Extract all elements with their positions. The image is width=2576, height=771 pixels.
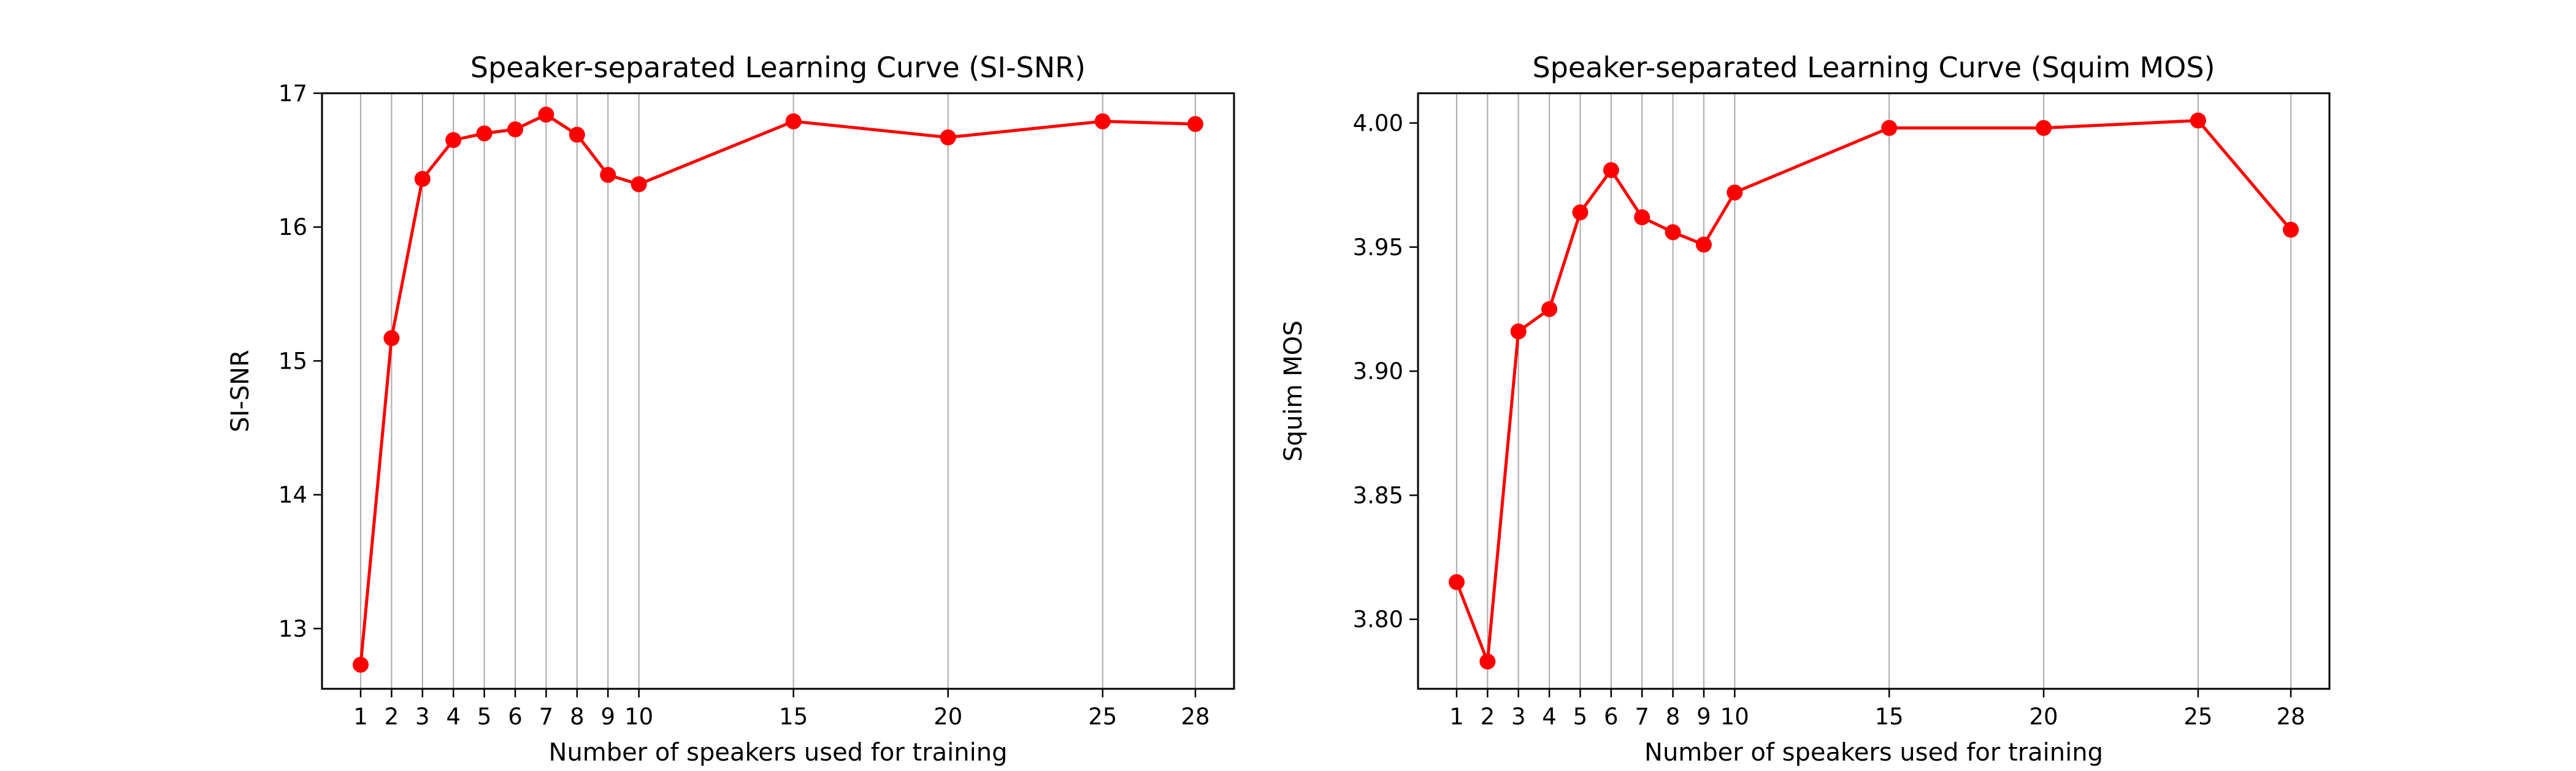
data-point — [414, 171, 431, 187]
data-point — [631, 176, 647, 193]
x-tick-label: 20 — [2030, 704, 2058, 730]
data-point — [353, 656, 369, 673]
x-tick-label: 28 — [1181, 704, 1209, 730]
x-axis-label: Number of speakers used for training — [1644, 738, 2103, 767]
y-axis-ticks: 13 14 15 16 17 — [278, 80, 322, 642]
data-point — [785, 113, 802, 129]
series-line — [359, 113, 1196, 665]
data-point — [1881, 120, 1898, 136]
x-axis-ticks: 1 2 3 4 5 6 7 8 9 10 15 20 25 28 — [353, 689, 1210, 730]
data-point — [940, 129, 956, 146]
y-tick-label: 17 — [278, 80, 307, 107]
data-point — [507, 121, 524, 137]
data-point — [1541, 301, 1558, 317]
data-point — [1695, 236, 1712, 253]
x-tick-label: 25 — [1088, 704, 1117, 730]
x-tick-label: 3 — [415, 704, 430, 730]
x-tick-label: 3 — [1511, 704, 1526, 730]
x-tick-label: 8 — [1666, 704, 1681, 730]
y-tick-label: 16 — [278, 214, 307, 240]
y-tick-label: 3.95 — [1353, 234, 1403, 261]
plot-frame — [1417, 92, 2331, 690]
y-axis-ticks: 3.80 3.85 3.90 3.95 4.00 — [1353, 110, 1418, 633]
x-tick-label: 15 — [779, 704, 808, 730]
x-tick-label: 25 — [2183, 704, 2212, 730]
y-axis-label: Squim MOS — [1279, 320, 1308, 461]
data-point — [600, 167, 616, 183]
x-tick-label: 28 — [2276, 704, 2305, 730]
data-point — [2190, 112, 2206, 129]
x-tick-label: 8 — [570, 704, 585, 730]
grid-lines — [359, 93, 1197, 689]
y-tick-label: 14 — [278, 482, 307, 508]
data-point — [476, 125, 493, 142]
data-point — [1094, 113, 1111, 129]
data-point — [383, 330, 400, 347]
data-point — [1634, 209, 1650, 226]
x-tick-label: 1 — [1449, 704, 1464, 730]
x-tick-label: 4 — [446, 704, 461, 730]
x-tick-label: 15 — [1875, 704, 1904, 730]
y-tick-label: 3.80 — [1353, 607, 1403, 633]
x-tick-label: 2 — [1481, 704, 1495, 730]
x-tick-label: 5 — [1573, 704, 1588, 730]
y-tick-label: 3.90 — [1353, 358, 1403, 385]
x-tick-label: 6 — [1604, 704, 1619, 730]
x-tick-label: 5 — [477, 704, 492, 730]
data-point — [1479, 653, 1496, 670]
x-axis-label: Number of speakers used for training — [549, 738, 1008, 767]
data-point — [2036, 120, 2052, 136]
x-axis-ticks: 1 2 3 4 5 6 7 8 9 10 15 20 25 28 — [1449, 689, 2306, 730]
x-tick-label: 7 — [539, 704, 554, 730]
y-tick-label: 4.00 — [1353, 110, 1403, 137]
si-snr-chart: Speaker-separated Learning Curve (SI-SNR… — [226, 51, 1235, 767]
x-tick-label: 9 — [1696, 704, 1711, 730]
x-tick-label: 1 — [353, 704, 368, 730]
data-point — [1603, 162, 1619, 178]
plot-frame — [321, 92, 1235, 690]
data-point — [2283, 221, 2299, 238]
data-point — [1665, 224, 1681, 240]
data-point — [1572, 204, 1589, 221]
data-series — [1448, 112, 2299, 670]
data-series — [353, 106, 1203, 673]
y-axis-label: SI-SNR — [226, 350, 255, 432]
y-tick-label: 3.85 — [1353, 482, 1403, 508]
chart-title: Speaker-separated Learning Curve (Squim … — [1532, 51, 2215, 84]
x-tick-label: 7 — [1635, 704, 1649, 730]
x-tick-label: 10 — [1720, 704, 1749, 730]
data-point — [1510, 323, 1527, 340]
data-point — [445, 132, 462, 148]
data-point — [569, 126, 585, 143]
x-tick-label: 6 — [508, 704, 523, 730]
x-tick-label: 20 — [933, 704, 962, 730]
x-tick-label: 2 — [385, 704, 399, 730]
squim-mos-chart: Speaker-separated Learning Curve (Squim … — [1279, 51, 2331, 767]
y-tick-label: 15 — [278, 348, 307, 374]
x-tick-label: 4 — [1542, 704, 1557, 730]
x-tick-label: 9 — [600, 704, 615, 730]
data-point — [1187, 116, 1203, 132]
data-point — [538, 106, 554, 123]
chart-title: Speaker-separated Learning Curve (SI-SNR… — [470, 51, 1086, 84]
x-tick-label: 10 — [624, 704, 653, 730]
y-tick-label: 13 — [278, 616, 307, 642]
data-point — [1727, 184, 1743, 201]
data-point — [1448, 574, 1465, 591]
